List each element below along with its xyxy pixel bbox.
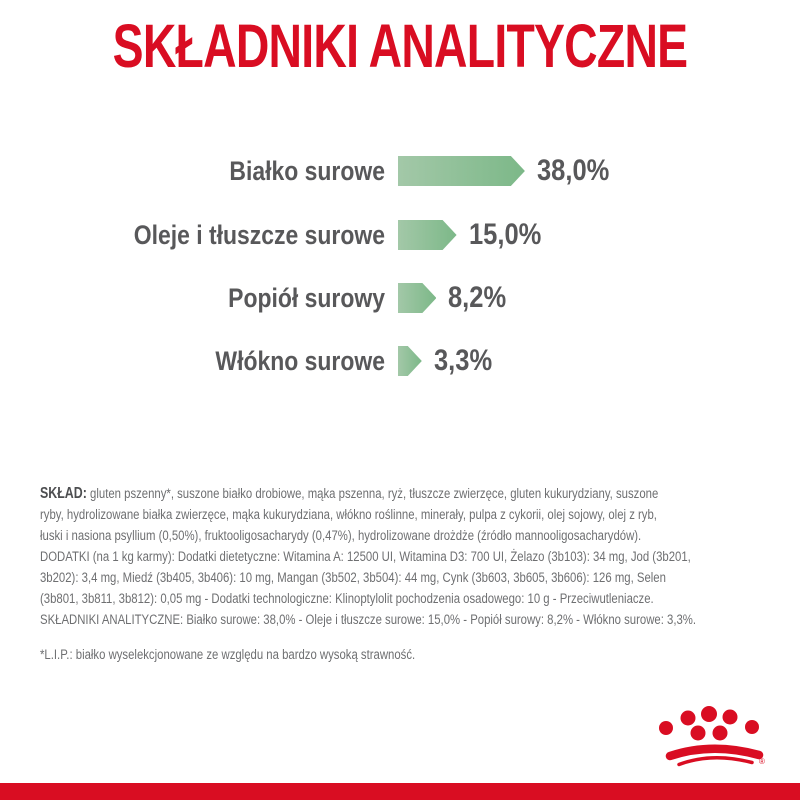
bar-protein [398,156,525,186]
composition-line: łuski i nasiona psyllium (0,50%), frukto… [40,528,642,544]
chart-label-protein: Białko surowe [229,156,385,186]
chart-row: Popiół surowy 8,2% [0,283,800,313]
chart-value-fibre: 3,3% [433,344,492,377]
additives-line: DODATKI (na 1 kg karmy): Dodatki dietety… [40,549,691,565]
chart-value-ash: 8,2% [448,281,507,314]
chart-label-fat: Oleje i tłuszcze surowe [133,220,385,250]
registered-mark: ® [759,757,765,766]
additives-line: (3b801, 3b811, 3b812): 0,05 mg - Dodatki… [40,591,654,607]
chart-row: Oleje i tłuszcze surowe 15,0% [0,220,800,250]
chart-row: Białko surowe 38,0% [0,156,800,186]
bar-fibre [398,346,422,376]
analytical-constituents-chart: Białko surowe 38,0% Oleje i tłuszcze sur… [0,140,800,390]
composition-line: ryby, hydrolizowane białka zwierzęce, mą… [40,507,657,523]
chart-row: Włókno surowe 3,3% [0,346,800,376]
brand-color-strip [0,783,800,800]
bar-fat [398,220,457,250]
royal-canin-crown-icon: ® [659,706,765,767]
chart-label-ash: Popiół surowy [228,283,385,313]
composition-line: SKŁAD: gluten pszenny*, suszone białko dr… [40,483,765,505]
composition-line-text: gluten pszenny*, suszone białko drobiowe… [90,486,659,502]
chart-value-protein: 38,0% [536,154,610,187]
bar-ash [398,283,436,313]
composition-text: SKŁAD: gluten pszenny*, suszone białko dr… [40,483,765,631]
additives-line: 3b202): 3,4 mg, Miedź (3b405, 3b406): 10… [40,570,666,586]
page-title: SKŁADNIKI ANALITYCZNE [112,12,688,80]
lip-footnote: *L.I.P.: białko wyselekcjonowane ze wzgl… [40,647,416,663]
analytical-summary-line: SKŁADNIKI ANALITYCZNE: Białko surowe: 38… [40,612,697,628]
chart-value-fat: 15,0% [468,218,541,251]
composition-lead: SKŁAD: [40,485,87,502]
chart-label-fibre: Włókno surowe [215,346,385,376]
